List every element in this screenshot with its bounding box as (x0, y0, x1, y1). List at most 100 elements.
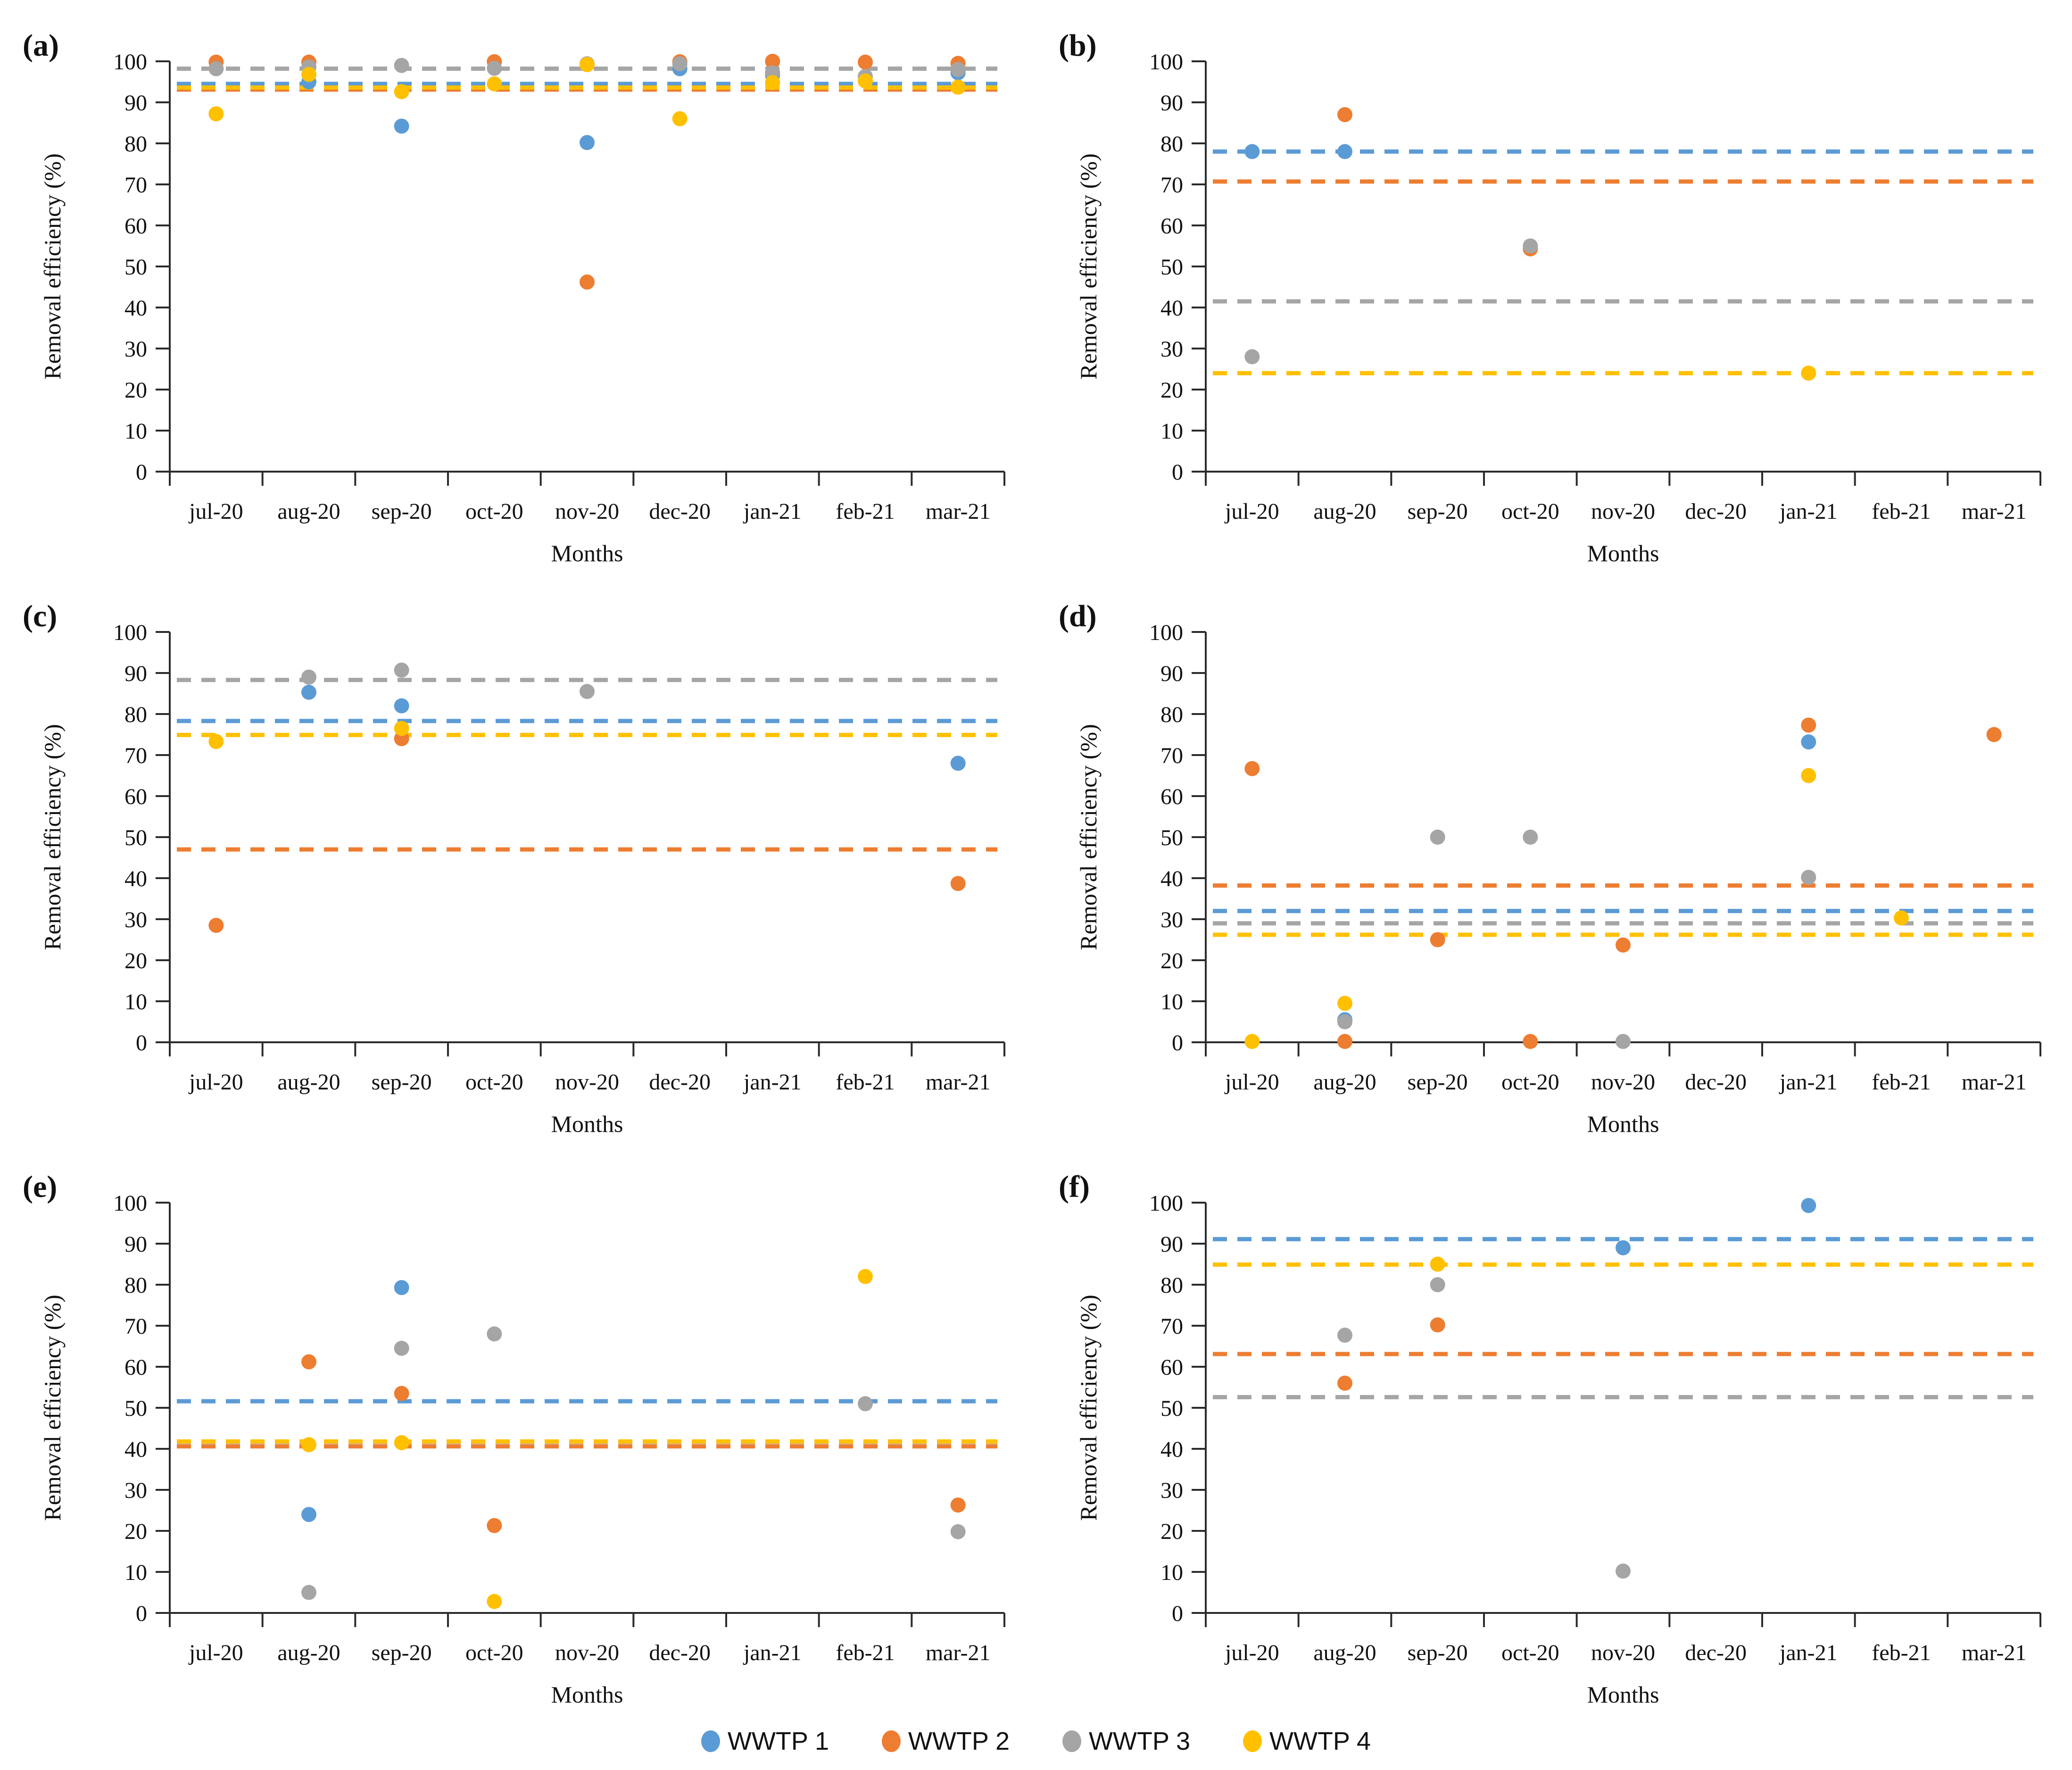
chart-panel-e: (e) Removal efficiency (%) 0 10 20 30 40 50 60 70… (0, 1141, 1036, 1712)
x-tick-label: oct-20 (1501, 1640, 1559, 1665)
data-point (487, 1326, 502, 1342)
y-tick-label: 40 (124, 866, 147, 891)
panel-label: (b) (1059, 28, 1097, 63)
data-point (1523, 238, 1538, 254)
y-axis-title: Removal efficiency (%) (1075, 153, 1102, 379)
y-tick-label: 80 (1160, 132, 1183, 157)
x-axis-title: Months (551, 1681, 623, 1708)
x-tick-label: feb-21 (1872, 1070, 1931, 1095)
y-tick-label: 100 (113, 620, 147, 645)
y-tick-label: 60 (1160, 784, 1183, 809)
y-tick-label: 50 (1160, 825, 1183, 850)
x-tick-label: jul-20 (1224, 1070, 1279, 1095)
legend-item-wwtp-1: WWTP 1 (701, 1727, 829, 1756)
y-tick-label: 50 (1160, 255, 1183, 280)
y-tick-label: 100 (113, 50, 147, 75)
data-point (394, 1340, 409, 1356)
data-point (1337, 1034, 1352, 1049)
panel-label: (a) (23, 28, 59, 63)
data-point (765, 54, 780, 69)
x-tick-label: mar-21 (1962, 499, 2027, 524)
data-point (394, 1280, 409, 1296)
axis-lines (169, 61, 1004, 473)
data-point (487, 1594, 502, 1609)
y-tick-label: 40 (1160, 1437, 1183, 1462)
chart-panel-b: (b) Removal efficiency (%) 0 10 20 30 40 50 60 70… (1036, 0, 2072, 571)
data-point (580, 684, 595, 699)
y-tick-label: 90 (1160, 1232, 1183, 1257)
chart-panel-f: (f) Removal efficiency (%) 0 10 20 30 40 50 60 70… (1036, 1141, 2072, 1712)
legend: WWTP 1 WWTP 2 WWTP 3 WWTP 4 (0, 1712, 2072, 1770)
data-point (394, 58, 409, 73)
x-tick-label: dec-20 (1685, 499, 1747, 524)
data-point (208, 918, 224, 933)
data-point (1801, 734, 1816, 750)
x-tick-label: feb-21 (1872, 1640, 1931, 1665)
y-tick-label: 80 (124, 1273, 147, 1298)
data-point (301, 1437, 316, 1453)
y-tick-label: 100 (1149, 620, 1183, 645)
y-tick-label: 50 (1160, 1396, 1183, 1421)
data-point (1244, 761, 1260, 776)
y-axis-title: Removal efficiency (%) (1075, 724, 1102, 950)
y-tick-label: 20 (124, 1519, 147, 1544)
x-axis-title: Months (1587, 540, 1659, 566)
data-point (672, 56, 688, 72)
y-tick-label: 40 (124, 296, 147, 321)
y-tick-label: 100 (113, 1191, 147, 1216)
y-tick-label: 30 (1160, 907, 1183, 932)
y-tick-label: 0 (136, 1030, 147, 1055)
x-tick-label: mar-21 (1962, 1640, 2027, 1665)
data-point (950, 79, 966, 95)
y-tick-label: 90 (124, 91, 147, 116)
series-marker-icon (1243, 1730, 1262, 1752)
x-tick-label: nov-20 (1591, 499, 1655, 524)
data-point (487, 60, 502, 76)
y-tick-label: 70 (124, 1314, 147, 1339)
y-tick-label: 30 (124, 337, 147, 362)
x-tick-label: jan-21 (1779, 499, 1838, 524)
x-tick-label: dec-20 (1685, 1640, 1747, 1665)
y-tick-label: 10 (1160, 989, 1183, 1014)
panel-label: (d) (1059, 599, 1097, 633)
data-point (858, 73, 873, 89)
panel-label: (c) (23, 599, 57, 633)
scatter-plot: (f) Removal efficiency (%) 0 10 20 30 40 50 60 70… (1059, 1170, 2041, 1708)
x-tick-label: dec-20 (649, 1070, 711, 1095)
y-tick-label: 60 (124, 784, 147, 809)
data-point (1801, 1198, 1816, 1213)
chart-panel-a: (a) Removal efficiency (%) 0 10 20 30 40 50 60 70… (0, 0, 1036, 571)
x-tick-label: aug-20 (1313, 1070, 1376, 1095)
y-tick-label: 20 (1160, 378, 1183, 403)
data-point (301, 1354, 316, 1370)
y-tick-label: 80 (1160, 702, 1183, 727)
x-tick-label: aug-20 (1313, 1640, 1376, 1665)
y-tick-label: 20 (124, 948, 147, 973)
x-tick-label: jul-20 (188, 1640, 243, 1665)
x-tick-label: dec-20 (649, 499, 711, 524)
x-tick-label: jul-20 (1224, 1640, 1279, 1665)
x-axis-title: Months (551, 1111, 623, 1137)
y-tick-label: 10 (124, 989, 147, 1014)
chart-panel-c: (c) Removal efficiency (%) 0 10 20 30 40 50 60 70… (0, 571, 1036, 1141)
data-point (1244, 1034, 1260, 1049)
data-point (301, 684, 316, 700)
data-point (1430, 830, 1445, 845)
x-tick-label: oct-20 (465, 499, 523, 524)
y-tick-label: 40 (1160, 296, 1183, 321)
x-tick-label: sep-20 (372, 499, 432, 524)
data-point (487, 1518, 502, 1533)
y-tick-label: 70 (1160, 173, 1183, 198)
data-point (394, 84, 409, 100)
x-tick-label: dec-20 (649, 1640, 711, 1665)
data-point (858, 1269, 873, 1284)
data-point (394, 721, 409, 736)
data-point (1801, 717, 1816, 733)
data-point (1337, 1014, 1352, 1030)
x-tick-label: nov-20 (555, 1070, 619, 1095)
data-point (580, 274, 595, 290)
data-point (1986, 727, 2002, 742)
data-point (394, 1386, 409, 1401)
scatter-plot: (c) Removal efficiency (%) 0 10 20 30 40 50 60 70… (23, 599, 1005, 1137)
